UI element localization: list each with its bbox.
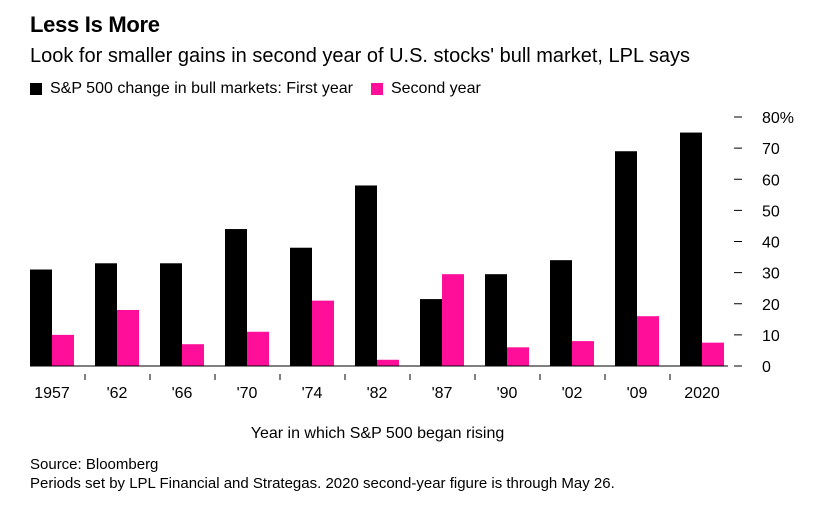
bar-second-year [247,331,269,366]
source-note: Source: Bloomberg Periods set by LPL Fin… [30,455,615,493]
y-tick-label: 60 [762,172,780,189]
y-tick-label: 0 [762,359,771,376]
y-tick-label: 80% [762,110,794,127]
y-tick-label: 40 [762,235,780,252]
y-tick-label: 20 [762,297,780,314]
y-tick-label: 30 [762,266,780,283]
bar-first-year [225,229,247,366]
y-tick-label: 10 [762,328,780,345]
bar-second-year [312,300,334,366]
bar-second-year [377,359,399,366]
bar-first-year [95,263,117,366]
source-line: Source: Bloomberg [30,456,159,473]
bar-second-year [702,342,724,366]
bar-second-year [572,341,594,366]
x-tick-label: '90 [497,385,518,402]
bar-first-year [615,151,637,366]
x-tick-label: 2020 [684,385,720,402]
legend-label-first-year: S&P 500 change in bull markets: First ye… [50,80,353,97]
legend: S&P 500 change in bull markets: First ye… [30,80,499,98]
legend-swatch-first-year [30,83,42,95]
x-tick-label: '74 [302,385,323,402]
chart-subtitle: Look for smaller gains in second year of… [30,45,691,67]
x-tick-label: '09 [627,385,648,402]
x-tick-label: '82 [367,385,388,402]
bar-first-year [550,260,572,366]
bar-first-year [420,299,442,366]
bar-second-year [117,309,139,366]
x-axis-label-text: Year in which S&P 500 began rising [250,425,505,442]
x-tick-label: '87 [432,385,453,402]
bar-first-year [485,274,507,366]
bar-second-year [507,347,529,366]
bar-first-year [30,269,52,366]
bar-first-year [355,185,377,366]
x-tick-label: '66 [172,385,193,402]
x-tick-label: '62 [107,385,128,402]
chart-title: Less Is More [30,12,160,37]
x-tick-label: 1957 [34,385,70,402]
legend-label-second-year: Second year [390,80,481,97]
x-tick-label: '70 [237,385,258,402]
legend-swatch-second-year [370,83,383,95]
bar-first-year [160,263,182,366]
bar-second-year [182,344,204,366]
y-tick-label: 70 [762,141,780,158]
bar-first-year [680,132,702,366]
x-axis-label: Year in which S&P 500 began rising [0,425,815,443]
legend-item-first-year: S&P 500 change in bull markets: First ye… [30,80,353,98]
legend-item-second-year: Second year [370,80,481,98]
x-tick-label: '02 [562,385,583,402]
bar-first-year [290,247,312,366]
footnote-line: Periods set by LPL Financial and Strateg… [30,475,615,492]
bar-second-year [52,334,74,366]
bar-second-year [637,316,659,366]
bar-second-year [442,274,464,366]
y-tick-label: 50 [762,203,780,220]
